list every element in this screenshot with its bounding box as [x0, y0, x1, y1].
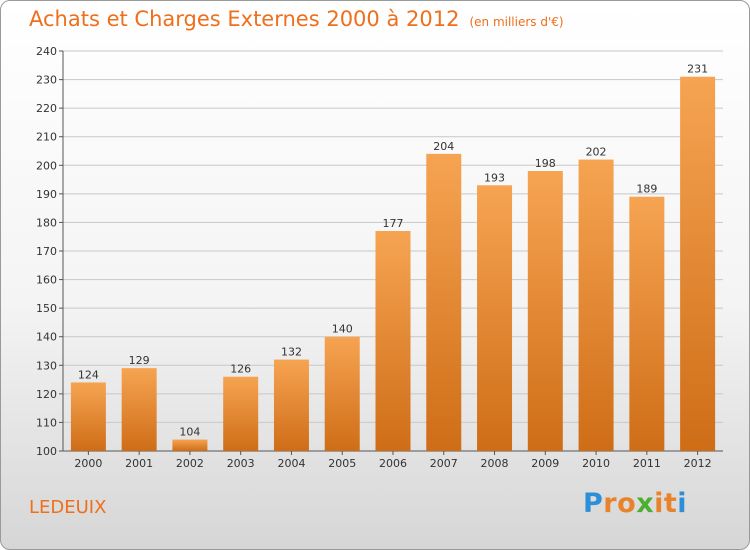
bar-value-label: 126: [230, 363, 251, 376]
x-tick-label: 2012: [684, 457, 712, 470]
bar-value-label: 204: [433, 140, 454, 153]
x-tick-label: 2009: [531, 457, 559, 470]
x-tick-label: 2003: [227, 457, 255, 470]
bar-value-label: 198: [535, 157, 556, 170]
x-tick-label: 2010: [582, 457, 610, 470]
y-tick-label: 160: [36, 274, 57, 287]
bar-value-label: 104: [179, 426, 200, 439]
bar: [629, 196, 665, 451]
bar-value-label: 202: [586, 146, 607, 159]
logo-letter: r: [603, 488, 618, 519]
y-tick-label: 220: [36, 102, 57, 115]
logo-letter: x: [636, 488, 655, 519]
logo-letter: i: [654, 488, 664, 519]
bar: [223, 376, 259, 451]
bar-value-label: 129: [129, 354, 150, 367]
bar-value-label: 231: [687, 63, 708, 76]
bar-value-label: 124: [78, 368, 99, 381]
y-tick-label: 200: [36, 159, 57, 172]
chart-subtitle: (en milliers d'€): [469, 15, 564, 29]
bar: [172, 439, 208, 451]
bar: [273, 359, 309, 451]
proxiti-logo[interactable]: Proxiti: [583, 488, 687, 519]
bar: [477, 185, 513, 452]
y-tick-label: 230: [36, 74, 57, 87]
bar-value-label: 177: [383, 217, 404, 230]
bar-value-label: 193: [484, 171, 505, 184]
y-tick-label: 120: [36, 388, 57, 401]
y-tick-label: 210: [36, 131, 57, 144]
bar: [70, 382, 106, 451]
bar-value-label: 140: [332, 323, 353, 336]
bar: [578, 159, 614, 452]
logo-letter: t: [663, 488, 678, 519]
y-tick-label: 140: [36, 331, 57, 344]
bar-value-label: 132: [281, 346, 302, 359]
y-tick-label: 240: [36, 45, 57, 58]
y-tick-label: 130: [36, 359, 57, 372]
bar: [527, 171, 563, 451]
x-tick-label: 2000: [74, 457, 102, 470]
logo-letter: o: [617, 488, 637, 519]
x-tick-label: 2004: [277, 457, 305, 470]
x-tick-label: 2006: [379, 457, 407, 470]
bar: [121, 368, 157, 451]
x-tick-label: 2007: [430, 457, 458, 470]
chart-title: Achats et Charges Externes 2000 à 2012 (e…: [29, 7, 564, 31]
y-tick-label: 180: [36, 216, 57, 229]
y-tick-label: 190: [36, 188, 57, 201]
bar-value-label: 189: [636, 183, 657, 196]
x-tick-label: 2008: [481, 457, 509, 470]
logo-letter: P: [583, 488, 604, 519]
y-tick-label: 150: [36, 302, 57, 315]
logo-letter: i: [677, 488, 688, 519]
bar: [375, 231, 411, 451]
x-tick-label: 2002: [176, 457, 204, 470]
bar: [680, 76, 716, 451]
y-tick-label: 170: [36, 245, 57, 258]
x-tick-label: 2005: [328, 457, 356, 470]
commune-name: LEDEUIX: [29, 497, 107, 518]
y-tick-label: 100: [36, 445, 57, 458]
y-tick-label: 110: [36, 416, 57, 429]
x-tick-label: 2011: [633, 457, 661, 470]
bar: [324, 336, 360, 451]
bar: [426, 153, 462, 451]
x-tick-label: 2001: [125, 457, 153, 470]
